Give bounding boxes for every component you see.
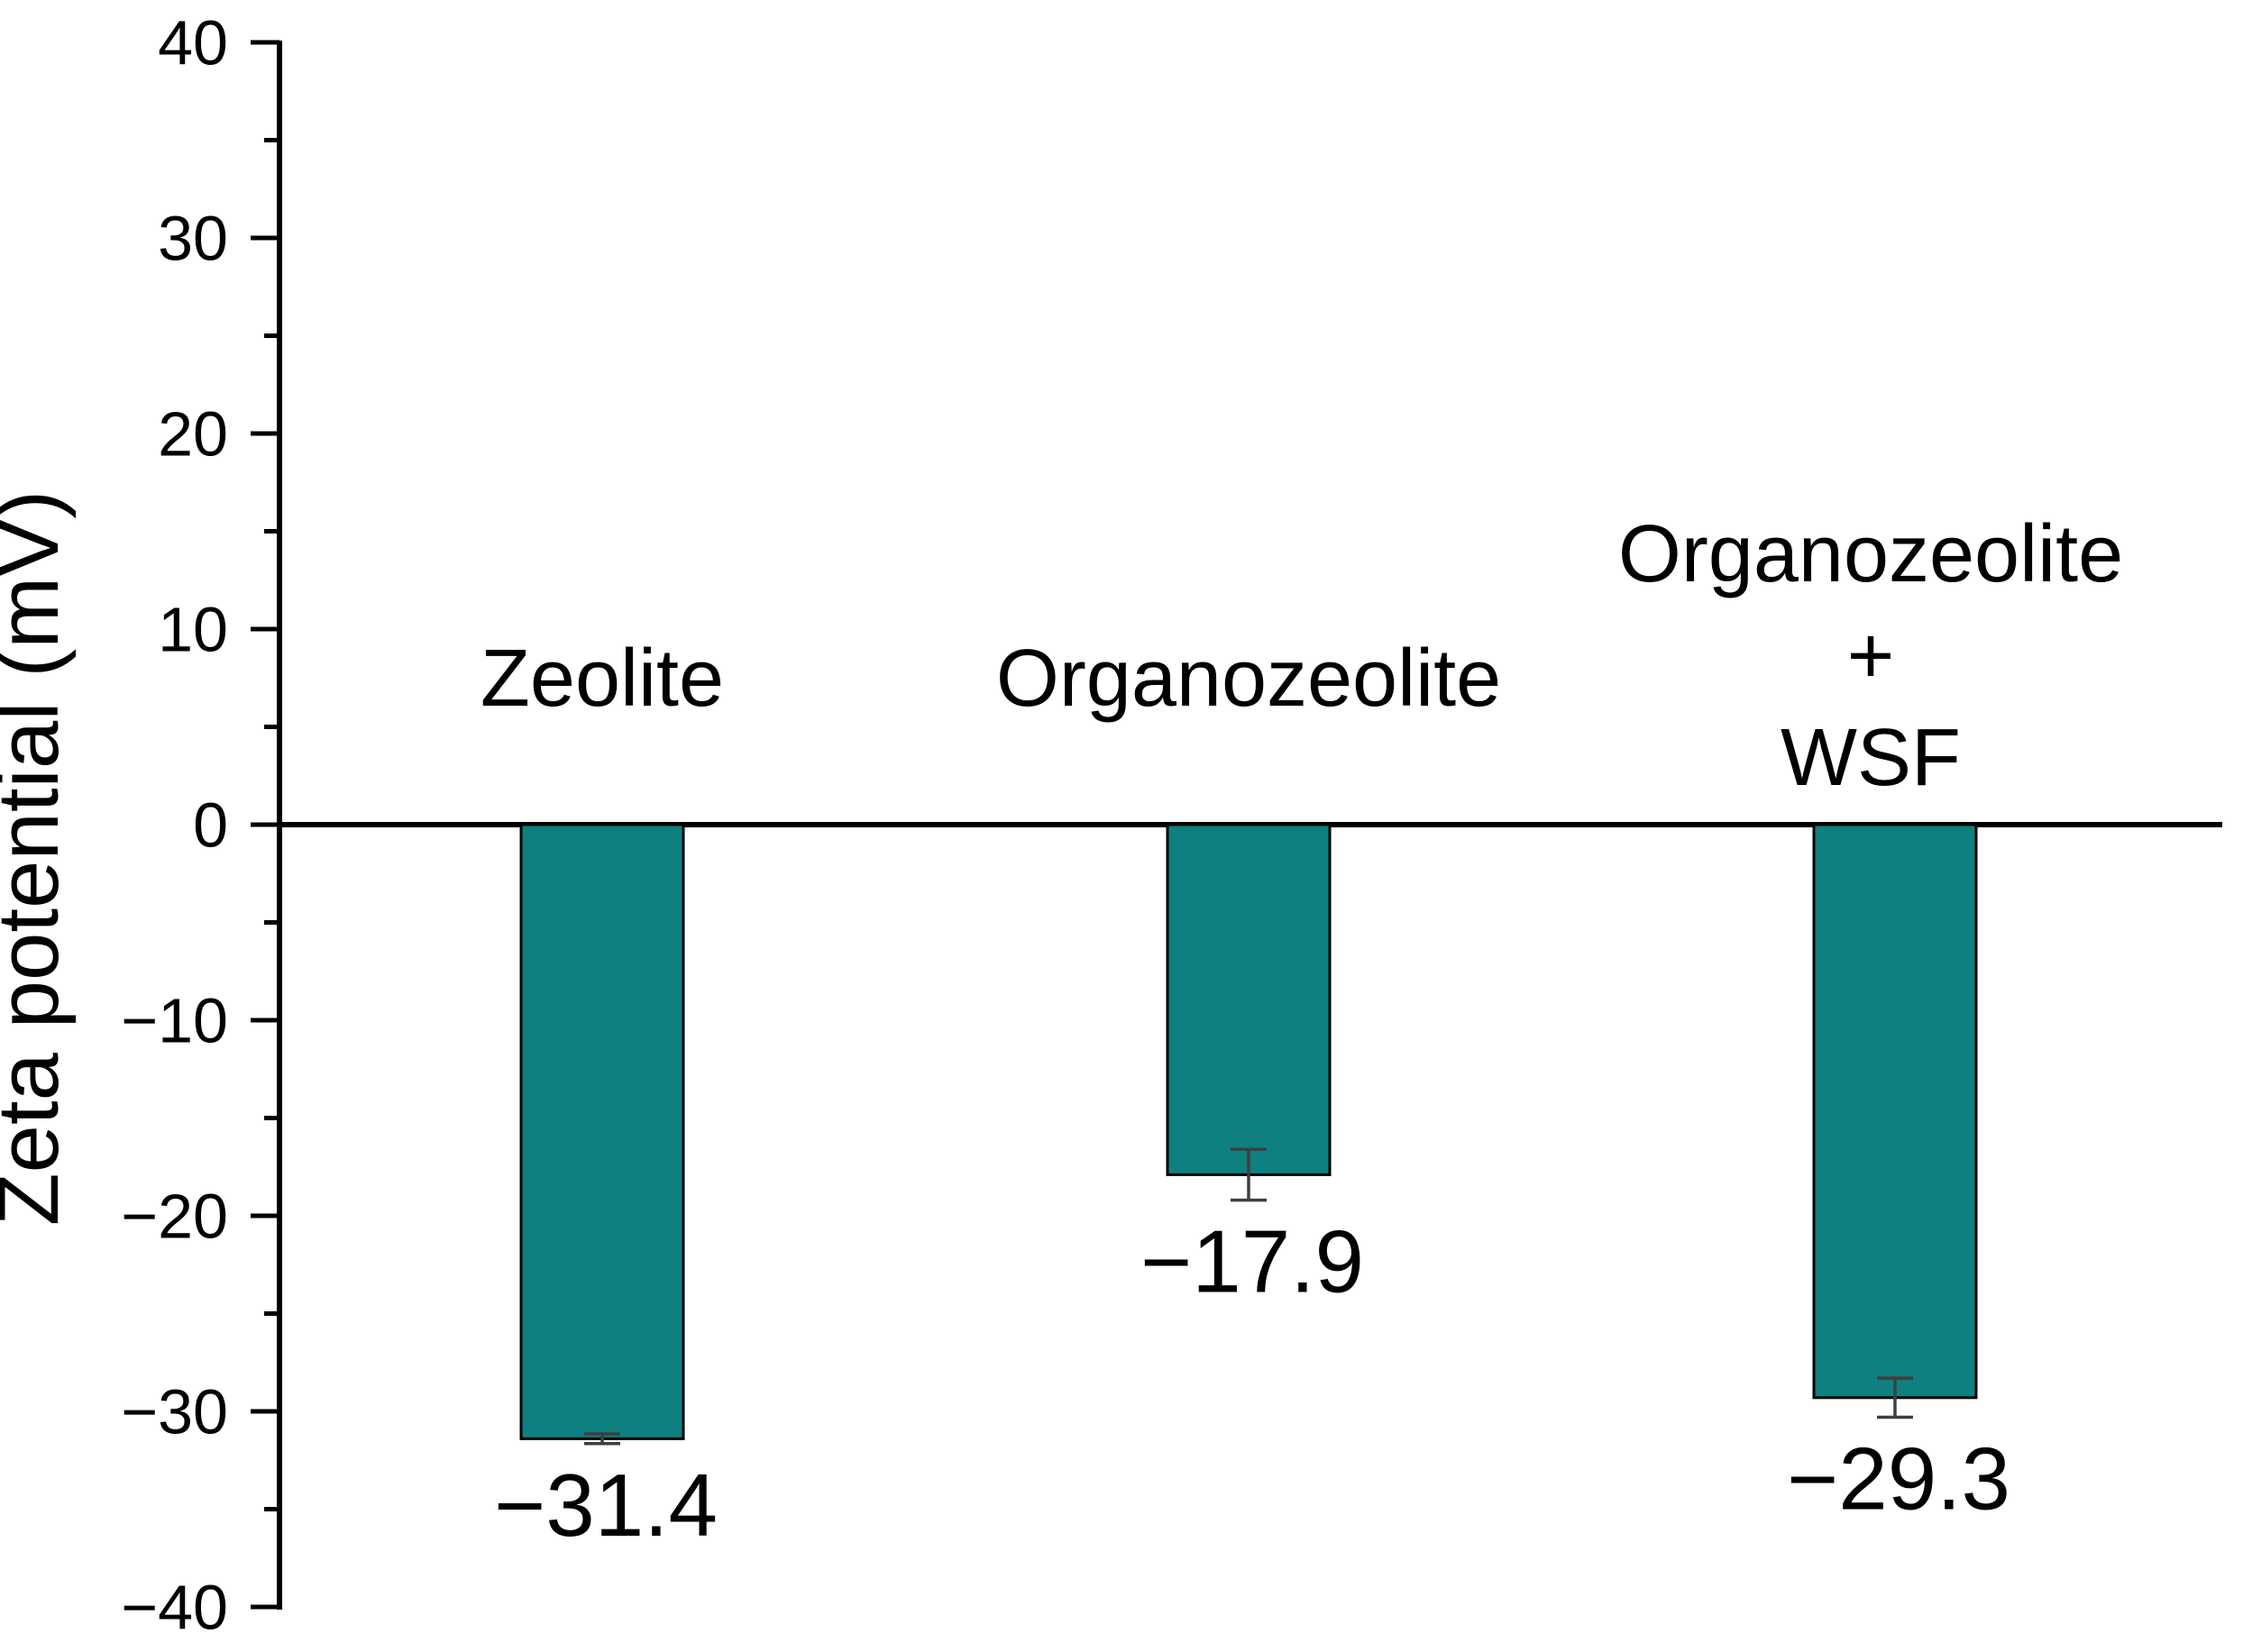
category-label-3-line-2: + <box>1847 611 1895 701</box>
bar-value-labels: −31.4 −17.9 −29.3 <box>494 1212 2010 1555</box>
error-bars <box>584 1147 1913 1446</box>
y-axis-tick-label: −40 <box>121 1573 228 1643</box>
bars <box>519 823 1978 1440</box>
y-axis-tick-label: −30 <box>121 1377 228 1447</box>
y-axis-tick-label: 20 <box>158 399 228 470</box>
bar-2 <box>1166 823 1332 1176</box>
category-label-3-line-3: WSF <box>1781 713 1961 803</box>
bar-category-labels: Zeolite Organozeolite Organozeolite + WSF <box>481 509 2123 803</box>
y-axis-tick-label: −10 <box>121 986 228 1056</box>
y-axis-tick-label: 10 <box>158 595 228 665</box>
category-label-1-line-1: Zeolite <box>481 634 724 724</box>
y-axis-tick-label: 30 <box>158 204 228 274</box>
y-axis-title: Zeta potential (mV) <box>0 490 77 1226</box>
y-axis-tick-label: 0 <box>193 790 228 861</box>
y-axis-tick-label: 40 <box>158 8 228 78</box>
bar-1 <box>519 823 685 1440</box>
category-label-2-line-1: Organozeolite <box>996 634 1501 724</box>
bar-3 <box>1812 823 1978 1400</box>
y-axis: 40 30 20 10 0 −10 −20 −30 −40 <box>121 8 282 1643</box>
y-axis-tick-label: −20 <box>121 1182 228 1252</box>
bar-value-label: −29.3 <box>1787 1429 2010 1529</box>
category-label-3-line-1: Organozeolite <box>1618 509 2123 599</box>
bar-value-label: −31.4 <box>494 1456 718 1555</box>
bar-value-label: −17.9 <box>1140 1212 1364 1311</box>
